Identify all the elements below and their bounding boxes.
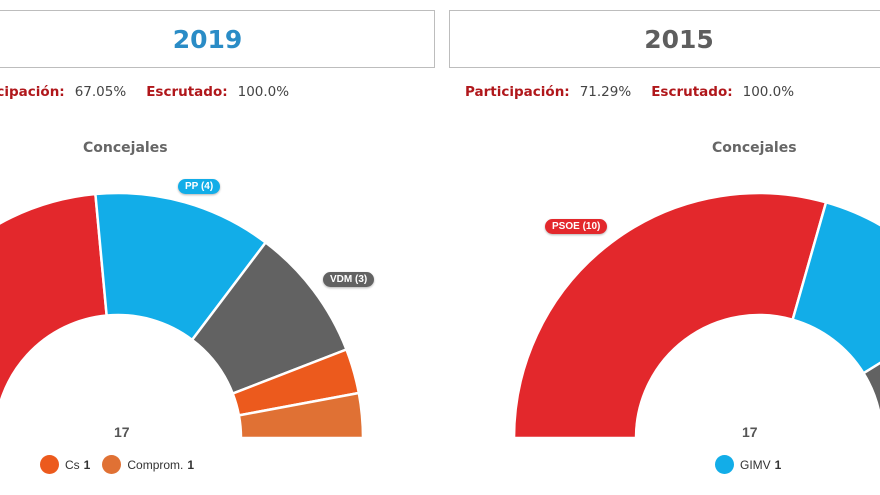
legend: Cs 1 Comprom. 1 (40, 455, 206, 474)
participacion-value: 67.05% (74, 84, 127, 100)
year-header-2019: 2019 (0, 10, 435, 68)
year-label: 2015 (644, 24, 714, 54)
escrutado-label: Escrutado: (146, 84, 228, 100)
legend-label: GIMV (740, 457, 771, 472)
tag-psoe: PSOE (10) (545, 219, 608, 234)
seats-chart-2015 (512, 191, 880, 440)
escrutado-value: 100.0% (237, 84, 290, 100)
panel-2019: 2019 Participación: 67.05% Escrutado: 100.0… (0, 10, 435, 474)
seat-slice-vdm[interactable] (861, 309, 880, 417)
seat-slice-comprom-[interactable] (237, 391, 365, 440)
legend-value: 1 (83, 457, 91, 472)
seats-chart-2019 (0, 191, 365, 440)
legend-label: Cs (65, 457, 80, 472)
legend-dot (40, 455, 59, 474)
participacion-label: Participación: (465, 84, 570, 100)
total-seats: 17 (742, 424, 758, 440)
total-seats: 17 (114, 424, 130, 440)
legend-item-gimv[interactable]: GIMV 1 (715, 455, 781, 474)
year-header-2015: 2015 (449, 10, 880, 68)
chart-title: Concejales (83, 140, 168, 156)
escrutado-label: Escrutado: (651, 84, 733, 100)
legend-dot (102, 455, 122, 474)
year-label: 2019 (172, 24, 243, 54)
seat-slice-psoe[interactable] (0, 192, 109, 438)
legend-dot (715, 455, 734, 474)
legend-label: Comprom. (127, 457, 184, 472)
legend-item-comprom[interactable]: Comprom. 1 (102, 455, 194, 474)
legend-value: 1 (187, 457, 195, 472)
tag-pp: PP (4) (178, 179, 221, 194)
legend: GIMV 1 (715, 455, 793, 474)
panel-2015: 2015 Participación: 71.29% Escrutado: 100.0… (445, 0, 880, 495)
participacion-value: 71.29% (579, 84, 632, 100)
chart-title: Concejales (712, 140, 797, 156)
stats-row: Participación: 71.29% Escrutado: 100.0% (465, 84, 814, 100)
seat-slice-pp[interactable] (791, 200, 880, 375)
legend-value: 1 (774, 457, 782, 472)
tag-vdm: VDM (3) (323, 272, 375, 287)
participacion-label: Participación: (0, 84, 65, 100)
legend-item-cs[interactable]: Cs 1 (40, 455, 90, 474)
stats-row: Participación: 67.05% Escrutado: 100.0% (0, 84, 309, 100)
escrutado-value: 100.0% (742, 84, 795, 100)
seat-slice-psoe[interactable] (512, 191, 828, 440)
